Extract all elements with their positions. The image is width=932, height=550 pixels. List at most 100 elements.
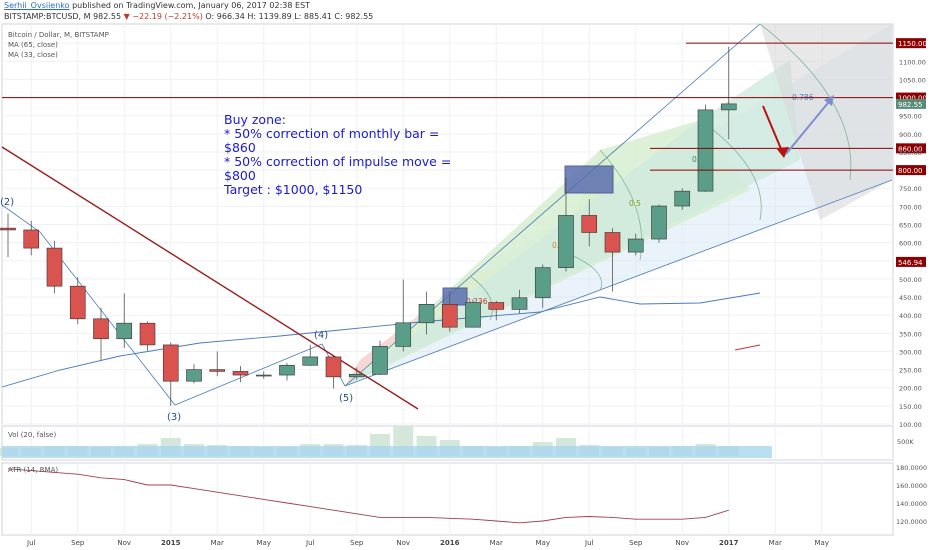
time-tick-label: 2017 bbox=[719, 539, 739, 547]
price-level-label: 860.00 bbox=[898, 145, 923, 153]
price-tick-label: 850.00 bbox=[899, 149, 922, 157]
price-tick-label: 1100.00 bbox=[899, 58, 926, 66]
candle-body bbox=[0, 227, 16, 231]
candle-body bbox=[651, 205, 667, 240]
ma33-line bbox=[734, 344, 761, 351]
price-tick-label: 700.00 bbox=[899, 203, 922, 211]
candle-body bbox=[23, 229, 40, 249]
volume-legend[interactable]: Vol (20, false) bbox=[8, 431, 57, 439]
candle-body bbox=[604, 232, 621, 253]
candle-body bbox=[69, 285, 86, 320]
candle-body bbox=[279, 364, 295, 376]
price-tick-label: 650.00 bbox=[899, 222, 922, 230]
price-level-badge bbox=[896, 143, 926, 154]
atr-legend[interactable]: ATR (14, RMA) bbox=[8, 466, 59, 474]
fib-label: 0.236 bbox=[466, 297, 488, 306]
ma65-legend[interactable]: MA (65, close) bbox=[8, 41, 58, 49]
volume-tick-label: 500K bbox=[897, 438, 914, 446]
candle-body bbox=[581, 215, 598, 233]
price-tick-label: 100.00 bbox=[899, 421, 922, 429]
time-tick-label: May bbox=[536, 539, 550, 547]
candle-body bbox=[488, 302, 505, 310]
price-level-label: 800.00 bbox=[898, 167, 923, 175]
candle-body bbox=[395, 322, 412, 347]
publish-text: published on TradingView.com, January 06… bbox=[72, 1, 311, 10]
price-badge bbox=[896, 98, 926, 109]
time-tick-label: Mar bbox=[211, 539, 224, 547]
candle-body bbox=[209, 369, 226, 372]
price-tick-label: 200.00 bbox=[899, 385, 922, 393]
buy-zone-note: Buy zone: * 50% correction of monthly ba… bbox=[224, 113, 451, 197]
ma33-legend[interactable]: MA (33, close) bbox=[8, 51, 58, 59]
time-tick-label: Sep bbox=[71, 539, 85, 547]
time-tick-label: Jul bbox=[584, 539, 594, 547]
symbol-info: BITSTAMP:BTCUSD, M 982.55 ▼ −22.19 (−2.2… bbox=[4, 12, 373, 21]
time-tick-label: Jul bbox=[305, 539, 315, 547]
candle-body bbox=[162, 344, 179, 382]
time-tick-label: Nov bbox=[117, 539, 131, 547]
price-badge-label: 982.55 bbox=[898, 101, 923, 109]
atr-pane bbox=[1, 462, 894, 536]
price-tick-label: 600.00 bbox=[899, 240, 922, 248]
atr-tick-label: 180.0000 bbox=[896, 464, 927, 472]
candle-body bbox=[93, 318, 109, 340]
price-level-badge bbox=[896, 165, 926, 176]
candle-body bbox=[139, 322, 156, 346]
note-line: * 50% correction of monthly bar = bbox=[224, 126, 440, 141]
atr-tick-label: 160.0000 bbox=[896, 482, 927, 490]
note-line: Buy zone: bbox=[224, 112, 286, 127]
candle-body bbox=[441, 304, 458, 328]
time-tick-label: Nov bbox=[675, 539, 689, 547]
candle-body bbox=[325, 356, 342, 378]
fan-zone bbox=[760, 24, 892, 220]
time-tick-label: Mar bbox=[490, 539, 503, 547]
fan-line bbox=[344, 23, 761, 387]
main-legend-title: Bitcoin / Dollar, M, BITSTAMP bbox=[8, 31, 109, 39]
candle-body bbox=[418, 304, 435, 324]
time-tick-label: Sep bbox=[350, 539, 364, 547]
wave-label: (5) bbox=[339, 393, 353, 404]
time-tick-label: Sep bbox=[629, 539, 643, 547]
candle-body bbox=[674, 190, 691, 207]
candles bbox=[0, 46, 737, 406]
author-link[interactable]: Serhii_Ovsiienko bbox=[4, 1, 70, 10]
note-line: * 50% correction of impulse move = bbox=[224, 154, 452, 169]
price-level-label: 1000.00 bbox=[898, 95, 927, 103]
price-tick-label: 500.00 bbox=[899, 276, 922, 284]
atr-line bbox=[7, 468, 729, 524]
note-line: $800 bbox=[224, 168, 256, 183]
time-tick-label: Mar bbox=[769, 539, 782, 547]
price-tick-label: 450.00 bbox=[899, 294, 922, 302]
wave-label: (4) bbox=[314, 330, 328, 341]
candle-body bbox=[372, 346, 388, 375]
candle-body bbox=[232, 371, 249, 376]
time-tick-label: May bbox=[815, 539, 829, 547]
candle-body bbox=[697, 109, 714, 192]
price-level-badge bbox=[896, 92, 926, 103]
price-tick-label: 250.00 bbox=[899, 367, 922, 375]
price-level-label: 1150.00 bbox=[898, 40, 927, 48]
highlight-box bbox=[564, 165, 614, 194]
down-trendline bbox=[1, 146, 419, 410]
candle-body bbox=[255, 374, 272, 377]
price-badge-label: 546.94 bbox=[898, 259, 923, 267]
fib-label: 0.5 bbox=[629, 199, 641, 208]
price-tick-label: 950.00 bbox=[899, 113, 922, 121]
price-tick-label: 350.00 bbox=[899, 330, 922, 338]
candle-body bbox=[348, 374, 365, 378]
candle-body bbox=[534, 267, 551, 299]
volume-ma bbox=[2, 446, 772, 458]
price-tick-label: 750.00 bbox=[899, 185, 922, 193]
price-tick-label: 900.00 bbox=[899, 131, 922, 139]
price-tick-label: 300.00 bbox=[899, 348, 922, 356]
candle-body bbox=[302, 356, 319, 366]
price-tick-label: 150.00 bbox=[899, 403, 922, 411]
candle-body bbox=[116, 322, 133, 340]
candle-body bbox=[186, 369, 202, 382]
candle-body bbox=[627, 238, 644, 253]
candle-body bbox=[511, 297, 528, 310]
down-arrow-head bbox=[776, 147, 789, 158]
price-level-badge bbox=[896, 38, 926, 49]
price-tick-label: 1050.00 bbox=[899, 76, 926, 84]
